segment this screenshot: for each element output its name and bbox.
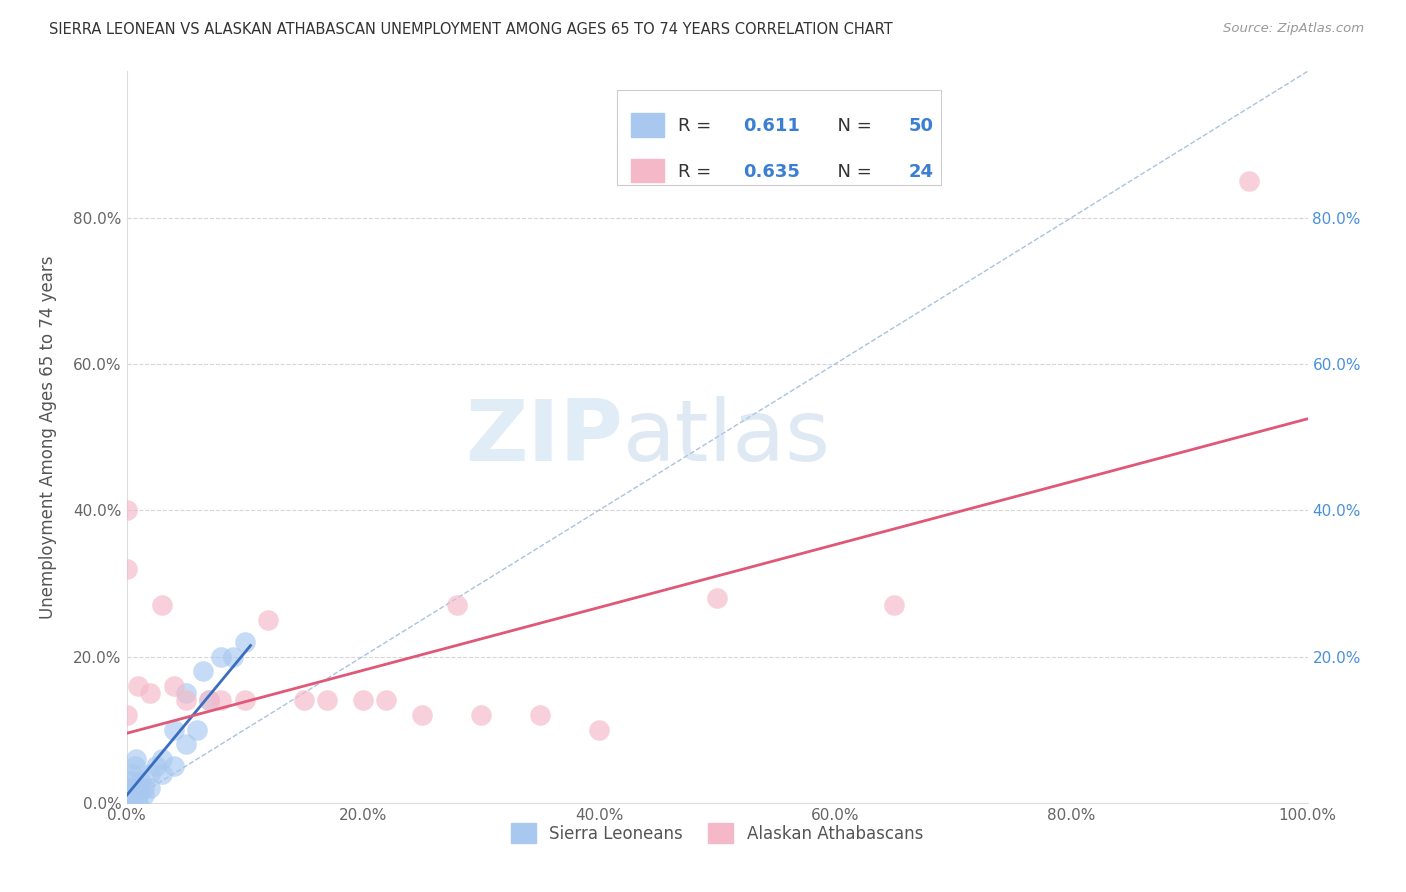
Point — [115, 789, 138, 803]
FancyBboxPatch shape — [617, 90, 942, 185]
Text: 50: 50 — [908, 117, 934, 136]
Point — [115, 796, 138, 810]
Point — [115, 796, 138, 810]
Point — [163, 759, 186, 773]
Point — [446, 599, 468, 613]
Point — [588, 723, 610, 737]
Text: SIERRA LEONEAN VS ALASKAN ATHABASCAN UNEMPLOYMENT AMONG AGES 65 TO 74 YEARS CORR: SIERRA LEONEAN VS ALASKAN ATHABASCAN UNE… — [49, 22, 893, 37]
Point — [257, 613, 280, 627]
Point — [209, 649, 232, 664]
Point — [115, 796, 138, 810]
Text: 0.635: 0.635 — [742, 162, 800, 180]
Point — [115, 796, 138, 810]
Point — [150, 766, 173, 780]
Point — [115, 796, 138, 810]
Point — [150, 599, 173, 613]
Point — [193, 664, 215, 678]
Text: atlas: atlas — [623, 395, 831, 479]
Text: 0.611: 0.611 — [742, 117, 800, 136]
Point — [127, 796, 149, 810]
Point — [233, 693, 256, 707]
Point — [115, 796, 138, 810]
Point — [115, 503, 138, 517]
Point — [129, 773, 152, 788]
Point — [145, 759, 167, 773]
Point — [121, 773, 143, 788]
Point — [134, 781, 156, 796]
Point — [883, 599, 905, 613]
Point — [127, 679, 149, 693]
Point — [233, 635, 256, 649]
Point — [174, 737, 197, 751]
Point — [352, 693, 374, 707]
Point — [470, 708, 492, 723]
Point — [411, 708, 433, 723]
Point — [115, 796, 138, 810]
Text: Source: ZipAtlas.com: Source: ZipAtlas.com — [1223, 22, 1364, 36]
Point — [115, 789, 138, 803]
Point — [209, 693, 232, 707]
Point — [115, 789, 138, 803]
Point — [134, 789, 156, 803]
Point — [115, 796, 138, 810]
Point — [115, 796, 138, 810]
Point — [115, 796, 138, 810]
Point — [115, 796, 138, 810]
Point — [115, 796, 138, 810]
Point — [198, 693, 221, 707]
Text: ZIP: ZIP — [465, 395, 623, 479]
Point — [115, 796, 138, 810]
Point — [174, 686, 197, 700]
Point — [222, 649, 245, 664]
Point — [150, 752, 173, 766]
Point — [163, 679, 186, 693]
Point — [115, 796, 138, 810]
Point — [115, 781, 138, 796]
Point — [127, 781, 149, 796]
Point — [124, 759, 146, 773]
Point — [186, 723, 208, 737]
Point — [115, 796, 138, 810]
Point — [375, 693, 398, 707]
Point — [292, 693, 315, 707]
Point — [163, 723, 186, 737]
Text: 24: 24 — [908, 162, 934, 180]
Text: N =: N = — [825, 117, 877, 136]
Point — [115, 562, 138, 576]
Point — [139, 766, 162, 780]
Legend: Sierra Leoneans, Alaskan Athabascans: Sierra Leoneans, Alaskan Athabascans — [505, 817, 929, 849]
Point — [139, 686, 162, 700]
Point — [115, 796, 138, 810]
Point — [1237, 174, 1260, 188]
Point — [115, 796, 138, 810]
Bar — [631, 113, 664, 136]
Point — [706, 591, 728, 605]
Text: N =: N = — [825, 162, 877, 180]
Point — [121, 766, 143, 780]
Point — [174, 693, 197, 707]
Point — [121, 781, 143, 796]
Point — [529, 708, 551, 723]
Point — [115, 796, 138, 810]
Text: R =: R = — [678, 117, 717, 136]
Bar — [631, 159, 664, 182]
Point — [115, 796, 138, 810]
Point — [127, 789, 149, 803]
Point — [139, 781, 162, 796]
Point — [316, 693, 339, 707]
Y-axis label: Unemployment Among Ages 65 to 74 years: Unemployment Among Ages 65 to 74 years — [38, 255, 56, 619]
Text: R =: R = — [678, 162, 717, 180]
Point — [198, 693, 221, 707]
Point — [115, 708, 138, 723]
Point — [115, 796, 138, 810]
Point — [125, 752, 148, 766]
